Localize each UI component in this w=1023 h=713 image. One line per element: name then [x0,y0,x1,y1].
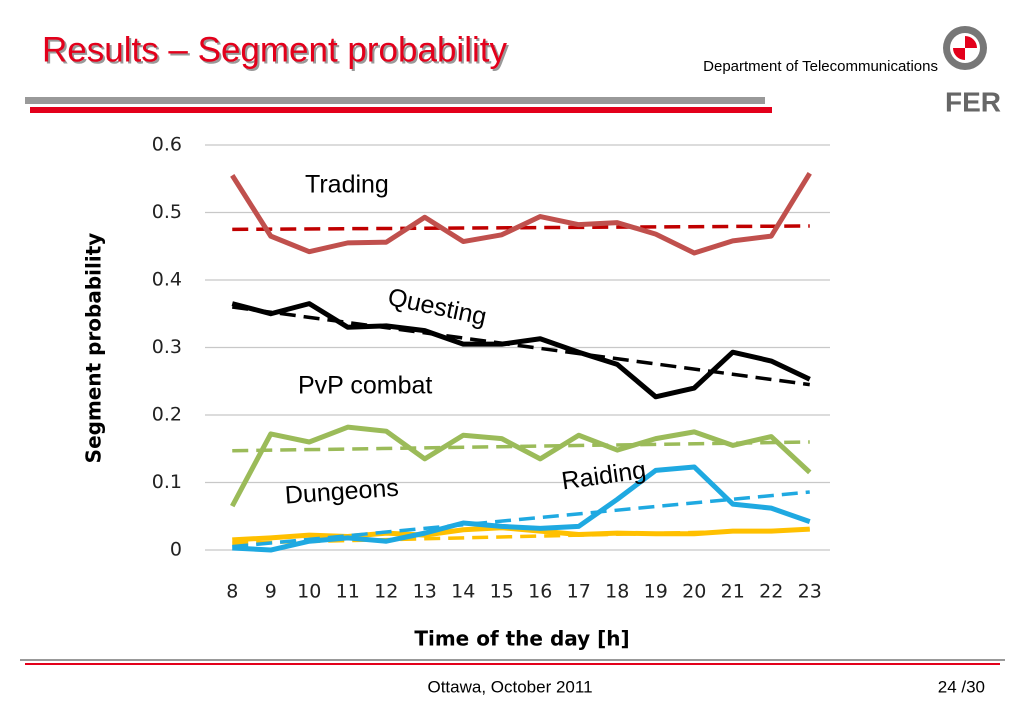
x-tick-label: 11 [336,581,360,603]
y-tick-label: 0.6 [152,134,182,156]
series-line [232,464,811,553]
x-tick-label: 14 [451,581,475,603]
x-tick-label: 17 [567,581,591,603]
x-tick-label: 22 [759,581,783,603]
title: Results – Segment probability [42,30,507,69]
y-tick-label: 0.5 [152,201,182,223]
x-tick-label: 12 [374,581,398,603]
footer-page: 24 /30 [938,677,985,696]
x-axis-label: Time of the day [h] [414,627,629,651]
series-line [230,172,812,256]
x-tick-label: 18 [605,581,629,603]
y-axis-label: Segment probability [82,233,106,464]
x-tick-label: 15 [490,581,514,603]
y-tick-label: 0 [170,539,182,561]
series-label: Raiding [560,456,648,496]
x-tick-label: 23 [798,581,822,603]
series-line [230,424,812,508]
x-tick-label: 10 [297,581,321,603]
x-tick-label: 20 [682,581,706,603]
department: Department of Telecommunications [703,58,938,75]
footer-place: Ottawa, October 2011 [427,677,592,696]
title-shadow: Results – Segment probability [44,32,509,71]
x-tick-label: 21 [721,581,745,603]
x-tick-label: 9 [265,581,277,603]
x-tick-label: 19 [644,581,668,603]
series-line [231,301,811,400]
header-bar [25,97,765,104]
y-tick-label: 0.1 [152,471,182,493]
header-bar-red [30,107,772,113]
y-tick-label: 0.3 [152,336,182,358]
series-label: Questing [385,283,489,331]
y-tick-label: 0.4 [152,269,182,291]
x-tick-label: 13 [413,581,437,603]
series-label: PvP combat [298,372,432,400]
logo: FER [943,26,1001,117]
series-label: Trading [305,171,389,199]
series-label: Dungeons [284,474,400,510]
x-tick-label: 16 [528,581,552,603]
logo-text: FER [945,86,1001,117]
y-tick-label: 0.2 [152,404,182,426]
x-tick-label: 8 [226,581,238,603]
